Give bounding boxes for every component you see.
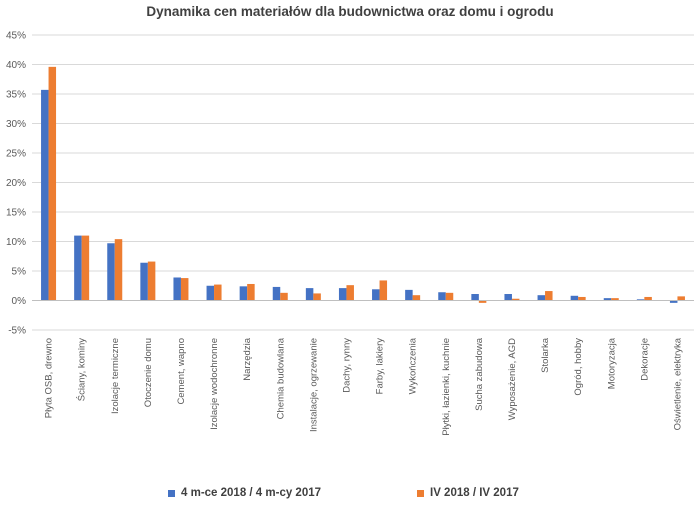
x-tick-label: Izolacje wodochronne	[209, 338, 220, 430]
x-tick-label: Otoczenie domu	[143, 338, 154, 407]
bar-series-1	[372, 289, 380, 301]
legend-swatch	[417, 489, 424, 497]
bar-series-2	[545, 291, 553, 301]
x-tick-label: Izolacje termiczne	[110, 338, 121, 414]
legend-label: 4 m-ce 2018 / 4 m-cy 2017	[181, 487, 322, 499]
y-tick-label: 15%	[6, 208, 26, 219]
bar-series-2	[478, 300, 487, 303]
x-tick-label: Dachy, rynny	[341, 338, 352, 393]
x-tick-label: Ściany, kominy	[76, 338, 88, 401]
x-tick-label: Wyposażenie, AGD	[507, 338, 518, 420]
x-tick-label: Oświetlenie, elektryka	[672, 337, 683, 430]
y-tick-label: -5%	[8, 326, 26, 337]
bar-series-2	[346, 285, 354, 301]
bar-series-1	[338, 288, 347, 301]
x-tick-label: Płytki, łazienki, kuchnie	[441, 338, 452, 436]
bar-series-2	[247, 283, 255, 301]
bar-series-2	[677, 296, 685, 301]
x-tick-label: Instalacje, ogrzewanie	[308, 338, 319, 432]
bar-series-1	[603, 298, 612, 301]
bar-series-2	[214, 284, 222, 301]
bar-series-2	[511, 298, 520, 301]
bar-series-2	[445, 292, 454, 301]
bar-series-1	[239, 286, 248, 301]
x-tick-label: Dekoracje	[639, 338, 650, 381]
y-tick-label: 10%	[6, 237, 26, 248]
y-tick-label: 40%	[6, 60, 26, 71]
bar-series-2	[81, 235, 90, 301]
bar-series-2	[379, 280, 388, 301]
x-tick-label: Farby, lakiery	[375, 338, 386, 395]
x-tick-label: Narzędzia	[242, 337, 253, 380]
bar-series-2	[578, 296, 586, 301]
bar-series-2	[644, 296, 652, 301]
y-tick-label: 45%	[6, 31, 26, 42]
bar-series-1	[537, 295, 546, 301]
bar-series-1	[305, 288, 314, 301]
bar-series-1	[636, 299, 645, 301]
y-tick-label: 0%	[12, 296, 27, 307]
legend-item: 4 m-ce 2018 / 4 m-cy 2017	[168, 487, 321, 499]
bar-series-1	[206, 285, 215, 301]
y-tick-label: 5%	[12, 267, 27, 278]
x-tick-label: Cement, wapno	[176, 338, 187, 405]
axis-labels: -5% 0% 5% 10% 15% 20% 25% 30% 35% 40% 45% Płyta OSB…	[6, 31, 683, 436]
bar-series-1	[272, 286, 281, 301]
bar-series-2	[412, 295, 421, 301]
bar-series-2	[280, 292, 288, 301]
x-tick-label: Stolarka	[540, 337, 551, 373]
gridlines	[32, 34, 694, 331]
x-tick-label: Płyta OSB, drewno	[44, 338, 55, 418]
legend-item: IV 2018 / IV 2017	[417, 487, 519, 499]
bar-series-2	[313, 293, 321, 301]
bar-series-1	[140, 262, 148, 301]
legend-label: IV 2018 / IV 2017	[430, 487, 519, 499]
y-tick-label: 25%	[6, 149, 26, 160]
bar-series-1	[471, 294, 479, 301]
bar-series-1	[41, 89, 49, 301]
y-tick-label: 20%	[6, 178, 26, 189]
x-tick-label: Ogród, hobby	[573, 338, 584, 396]
bar-series-1	[570, 295, 579, 301]
bar-series-1	[74, 235, 82, 301]
x-tick-label: Wykończenia	[408, 337, 419, 394]
bar-series-2	[114, 239, 123, 301]
bar-series-2	[180, 278, 189, 301]
bars	[41, 66, 685, 303]
legend: 4 m-ce 2018 / 4 m-cy 2017 IV 2018 / IV 20…	[0, 487, 700, 507]
bar-series-1	[504, 294, 512, 301]
bar-series-1	[173, 277, 181, 301]
x-tick-label: Chemia budowlana	[275, 337, 286, 419]
chart-title: Dynamika cen materiałów dla budownictwa …	[146, 4, 554, 19]
bar-series-1	[669, 300, 678, 303]
x-tick-label: Motoryzacja	[606, 337, 617, 389]
legend-swatch	[168, 489, 175, 497]
bar-series-1	[438, 292, 446, 301]
y-tick-label: 35%	[6, 90, 26, 101]
bar-series-1	[107, 243, 115, 301]
bar-series-1	[405, 289, 413, 301]
bar-series-2	[48, 66, 57, 301]
x-tick-label: Sucha zabudowa	[474, 337, 485, 411]
y-tick-label: 30%	[6, 119, 26, 130]
bar-series-2	[611, 298, 619, 301]
bar-series-2	[147, 261, 156, 301]
